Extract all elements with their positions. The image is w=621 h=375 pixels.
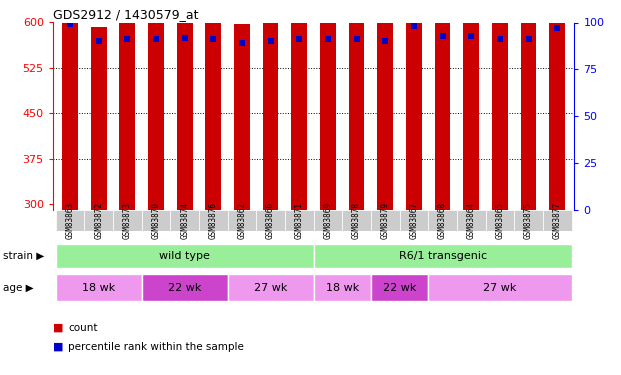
Bar (406, 0, 422, 210)
Text: count: count (68, 323, 98, 333)
Bar (113, 210, 142, 231)
Text: GSM83874: GSM83874 (180, 202, 189, 239)
Text: ■: ■ (53, 342, 63, 352)
Bar (514, 210, 543, 231)
Bar (206, 0, 221, 210)
Text: GSM83877: GSM83877 (553, 202, 562, 239)
Text: GSM83863: GSM83863 (65, 202, 75, 239)
Bar (56, 274, 142, 302)
Point (552, 25, 562, 31)
Text: GSM83868: GSM83868 (438, 202, 447, 239)
Bar (56, 210, 84, 231)
Point (94, 38, 104, 44)
Bar (314, 274, 371, 302)
Point (237, 40, 247, 46)
Bar (457, 210, 486, 231)
Bar (228, 274, 314, 302)
Bar (84, 210, 113, 231)
Text: strain ▶: strain ▶ (3, 251, 44, 261)
Text: 27 wk: 27 wk (254, 283, 288, 293)
Bar (291, 0, 307, 210)
Bar (142, 210, 170, 231)
Bar (428, 210, 457, 231)
Text: GSM83873: GSM83873 (123, 202, 132, 239)
Point (438, 33, 448, 39)
Bar (314, 210, 342, 231)
Text: age ▶: age ▶ (3, 283, 34, 293)
Point (294, 36, 304, 42)
Text: GSM83876: GSM83876 (209, 202, 218, 239)
Bar (371, 210, 399, 231)
Bar (550, 0, 565, 210)
Text: GSM83869: GSM83869 (324, 202, 332, 239)
Bar (314, 244, 571, 268)
Bar (320, 0, 336, 210)
Bar (142, 274, 228, 302)
Bar (170, 210, 199, 231)
Bar (378, 0, 393, 210)
Bar (399, 210, 428, 231)
Point (151, 36, 161, 42)
Point (351, 36, 361, 42)
Bar (428, 274, 571, 302)
Bar (228, 210, 256, 231)
Point (524, 36, 533, 42)
Bar (199, 210, 228, 231)
Point (65, 21, 75, 27)
Text: GSM83879: GSM83879 (381, 202, 390, 239)
Bar (256, 210, 285, 231)
Bar (263, 0, 278, 210)
Text: ■: ■ (53, 323, 63, 333)
Text: GSM83870: GSM83870 (152, 202, 160, 239)
Text: wild type: wild type (159, 251, 210, 261)
Bar (234, 24, 250, 210)
Bar (62, 0, 78, 210)
Bar (486, 210, 514, 231)
Bar (435, 0, 450, 210)
Bar (91, 27, 107, 210)
Text: GSM83867: GSM83867 (409, 202, 419, 239)
Bar (349, 0, 365, 210)
Text: 18 wk: 18 wk (82, 283, 116, 293)
Bar (371, 274, 428, 302)
Point (380, 38, 390, 44)
Text: GSM83871: GSM83871 (295, 202, 304, 239)
Text: percentile rank within the sample: percentile rank within the sample (68, 342, 244, 352)
Bar (148, 16, 164, 210)
Text: GDS2912 / 1430579_at: GDS2912 / 1430579_at (53, 8, 198, 21)
Bar (177, 0, 193, 210)
Text: GSM83878: GSM83878 (352, 202, 361, 239)
Bar (56, 244, 314, 268)
Bar (285, 210, 314, 231)
Text: GSM83875: GSM83875 (524, 202, 533, 239)
Text: GSM83866: GSM83866 (266, 202, 275, 239)
Point (466, 33, 476, 39)
Text: GSM83872: GSM83872 (94, 202, 103, 239)
Text: 27 wk: 27 wk (483, 283, 517, 293)
Bar (119, 20, 135, 210)
Bar (520, 0, 537, 210)
Point (122, 36, 132, 42)
Text: 22 wk: 22 wk (383, 283, 416, 293)
Text: 18 wk: 18 wk (325, 283, 359, 293)
Bar (543, 210, 571, 231)
Bar (463, 0, 479, 210)
Bar (342, 210, 371, 231)
Point (409, 23, 419, 29)
Point (179, 34, 189, 40)
Text: R6/1 transgenic: R6/1 transgenic (399, 251, 487, 261)
Bar (492, 0, 508, 210)
Text: GSM83862: GSM83862 (237, 202, 247, 239)
Text: 22 wk: 22 wk (168, 283, 201, 293)
Point (495, 36, 505, 42)
Point (266, 38, 276, 44)
Text: GSM83864: GSM83864 (467, 202, 476, 239)
Point (208, 36, 218, 42)
Point (323, 36, 333, 42)
Text: GSM83865: GSM83865 (496, 202, 504, 239)
